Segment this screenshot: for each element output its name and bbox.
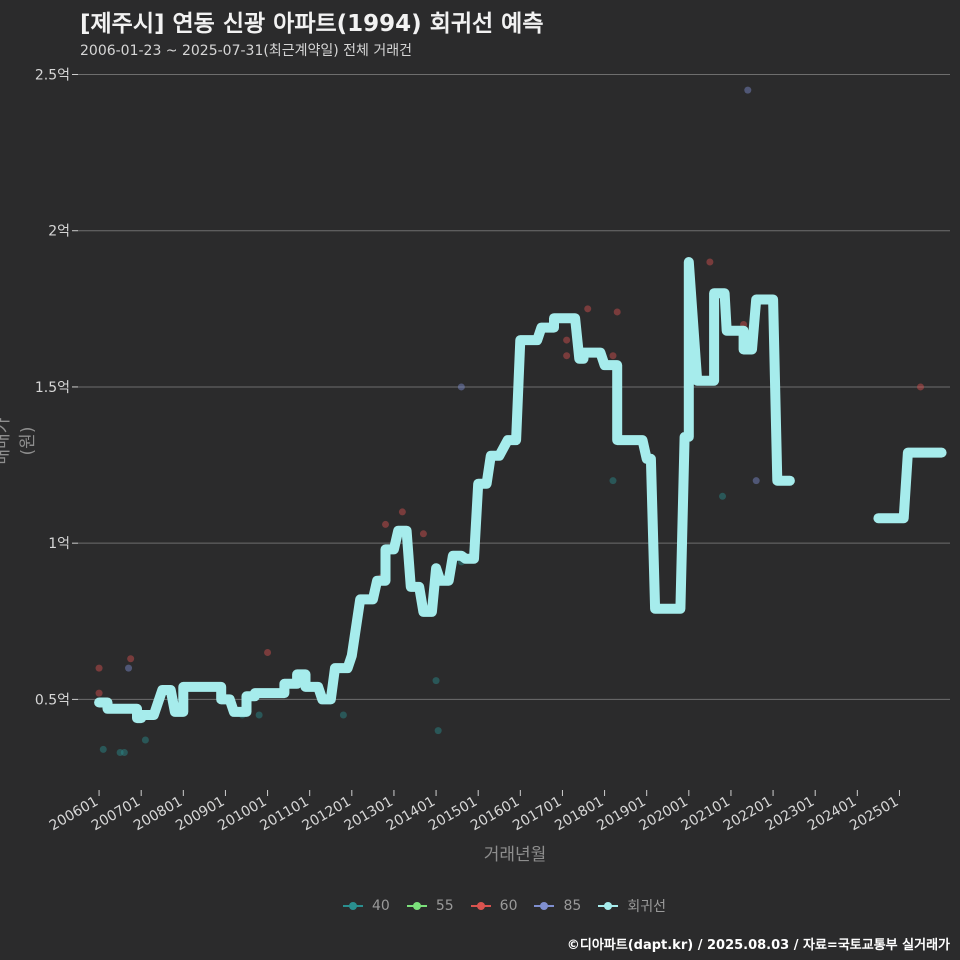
- regression-segment: [873, 447, 947, 524]
- legend-item-regression[interactable]: 회귀선: [595, 896, 666, 916]
- source-footer: ©디아파트(dapt.kr) / 2025.08.03 / 자료=국토교통부 실…: [566, 938, 950, 953]
- data-point-60: [127, 655, 135, 663]
- legend-item-55[interactable]: 55: [404, 896, 454, 916]
- data-point-60: [264, 649, 272, 657]
- x-axis-label: 거래년월: [483, 845, 547, 865]
- data-point-85: [744, 86, 752, 94]
- data-point-40: [116, 749, 124, 757]
- legend-key-40: [340, 896, 366, 916]
- legend-dot: [604, 902, 613, 910]
- data-point-60: [95, 689, 103, 697]
- data-point-85: [125, 664, 133, 672]
- y-tick-label: 2.5억: [35, 67, 70, 83]
- data-point-40: [434, 727, 442, 735]
- regression-line: [94, 257, 947, 724]
- chart-subtitle: 2006-01-23 ~ 2025-07-31(최근계약일) 전체 거래건: [80, 43, 412, 59]
- y-tick-label: 0.5억: [35, 692, 70, 708]
- data-point-40: [141, 736, 149, 744]
- data-point-40: [609, 477, 617, 485]
- legend: 40 55 60 85 회귀선: [340, 896, 680, 916]
- y-axis-ticks: 0.5억 1억 1.5억 2억 2.5억: [35, 67, 78, 708]
- x-axis-ticks: 2006012007012008012009012010012011012012…: [47, 790, 901, 835]
- legend-label-85: 85: [563, 898, 582, 914]
- data-point-40: [120, 749, 128, 757]
- data-point-60: [613, 308, 621, 316]
- legend-label-40: 40: [372, 898, 390, 914]
- data-point-85: [457, 383, 465, 391]
- data-point-40: [719, 492, 727, 500]
- legend-key-55: [404, 896, 430, 916]
- legend-dot: [349, 902, 357, 910]
- data-point-60: [584, 305, 592, 313]
- legend-label-regression: 회귀선: [627, 899, 666, 915]
- y-tick-label: 1.5억: [35, 380, 70, 396]
- legend-key-regression: [595, 896, 621, 916]
- regression-segment: [94, 257, 795, 724]
- legend-label-55: 55: [435, 898, 454, 914]
- legend-dot: [476, 902, 485, 910]
- y-tick-label: 2억: [48, 224, 70, 240]
- legend-dot: [540, 902, 549, 910]
- chart-title: [제주시] 연동 신광 아파트(1994) 회귀선 예측: [80, 11, 544, 37]
- data-point-60: [706, 258, 714, 266]
- x-tick-label: 202501: [847, 794, 901, 835]
- data-point-40: [432, 677, 440, 685]
- legend-item-60[interactable]: 60: [468, 896, 518, 916]
- data-point-60: [419, 530, 427, 538]
- data-point-60: [563, 352, 571, 360]
- legend-item-40[interactable]: 40: [340, 896, 390, 916]
- data-points: [95, 86, 925, 757]
- legend-item-85[interactable]: 85: [531, 896, 581, 916]
- data-point-60: [917, 383, 925, 391]
- data-point-60: [95, 664, 103, 672]
- y-axis-label: 매매가(원): [0, 417, 38, 465]
- data-point-85: [752, 477, 760, 485]
- data-point-40: [255, 711, 263, 719]
- data-point-60: [609, 352, 617, 360]
- data-point-40: [99, 745, 107, 753]
- data-point-60: [398, 508, 406, 516]
- legend-key-85: [531, 896, 557, 916]
- y-tick-label: 1억: [48, 536, 70, 552]
- legend-key-60: [468, 896, 494, 916]
- data-point-60: [382, 520, 390, 528]
- data-point-60: [563, 336, 571, 344]
- legend-dot: [412, 902, 421, 910]
- legend-label-60: 60: [499, 898, 518, 914]
- data-point-40: [339, 711, 347, 719]
